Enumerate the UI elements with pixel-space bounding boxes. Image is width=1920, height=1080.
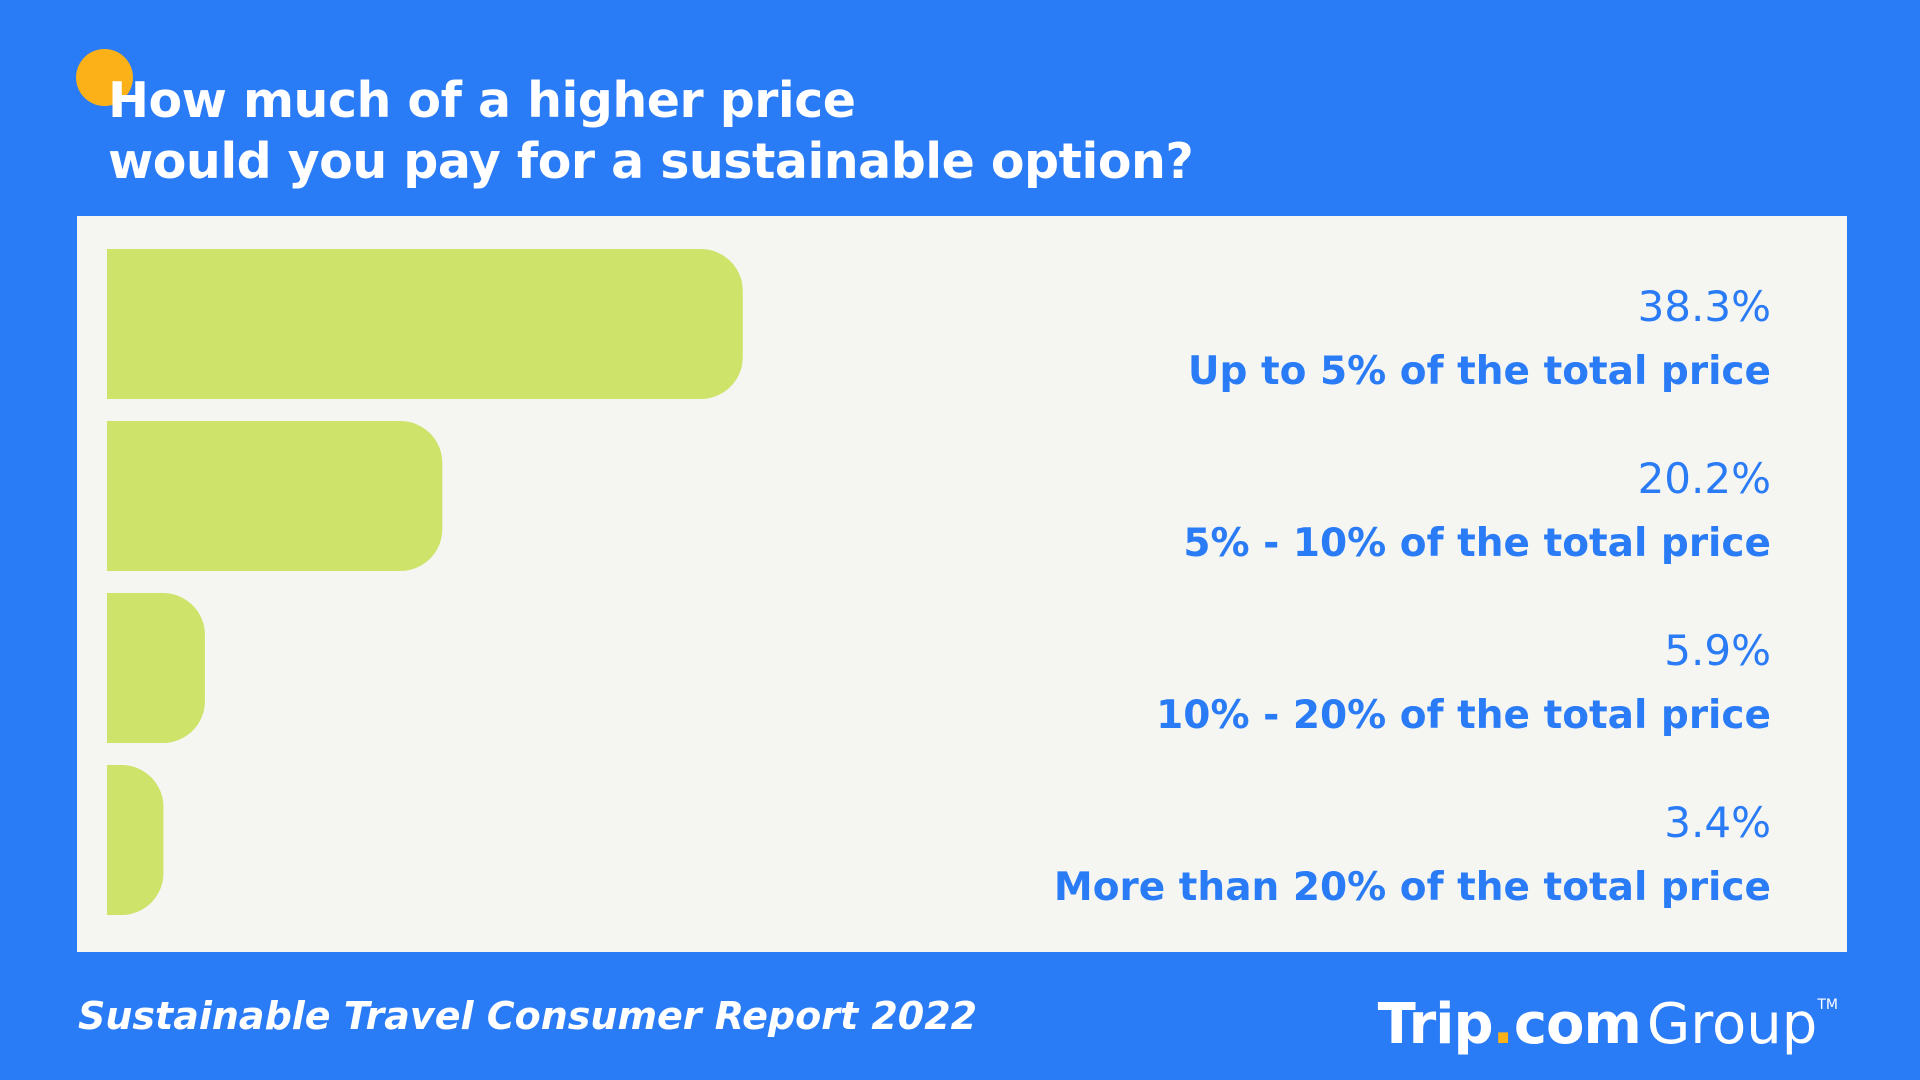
bar-2 xyxy=(107,421,443,571)
report-title: Sustainable Travel Consumer Report 2022 xyxy=(78,994,978,1038)
bar-3 xyxy=(107,593,205,743)
accent-dot-icon xyxy=(76,49,133,106)
value-label-3: 5.9% xyxy=(1664,626,1771,675)
value-label-4: 3.4% xyxy=(1664,798,1771,847)
value-label-2: 20.2% xyxy=(1638,454,1771,503)
category-label-1: Up to 5% of the total price xyxy=(1188,349,1771,394)
bar-1 xyxy=(107,249,743,399)
category-label-3: 10% - 20% of the total price xyxy=(1156,693,1771,738)
value-label-1: 38.3% xyxy=(1638,282,1771,331)
chart-title-line-2: would you pay for a sustainable option? xyxy=(108,133,1194,190)
category-label-2: 5% - 10% of the total price xyxy=(1183,521,1771,566)
chart-title: How much of a higher price would you pay… xyxy=(108,70,1194,192)
bar-chart: 38.3% Up to 5% of the total price 20.2% 5% … xyxy=(107,249,1771,915)
category-label-4: More than 20% of the total price xyxy=(1054,865,1771,910)
chart-panel: 38.3% Up to 5% of the total price 20.2% 5% … xyxy=(77,216,1847,952)
chart-title-line-1: How much of a higher price xyxy=(108,72,856,129)
tripcom-group-logo: Trip.com GroupTM xyxy=(1377,992,1838,1057)
bar-4 xyxy=(107,765,164,915)
